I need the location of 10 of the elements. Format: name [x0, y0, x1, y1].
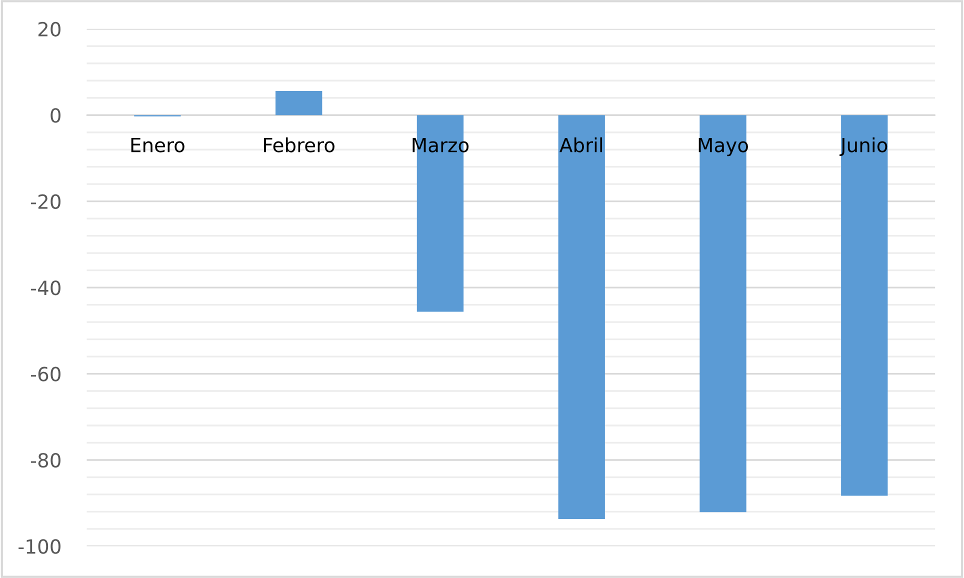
x-tick-label: Febrero	[264, 137, 334, 152]
y-tick-label: 20	[38, 22, 60, 37]
y-tick-label: -20	[30, 194, 60, 209]
y-tick-label: -100	[18, 539, 60, 554]
x-tick-label: Abril	[560, 137, 602, 152]
y-tick-label: -80	[30, 452, 60, 468]
x-tick-label: Enero	[131, 138, 184, 152]
y-tick-label: -40	[30, 280, 60, 296]
y-tick-label: 0	[50, 108, 60, 123]
y-tick-label: -60	[30, 366, 60, 382]
